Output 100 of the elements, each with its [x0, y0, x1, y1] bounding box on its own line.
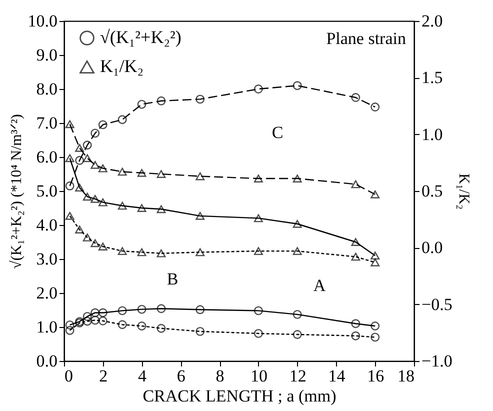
annotation: Plane strain [326, 29, 406, 48]
y-tick-label: 10.0 [28, 12, 58, 30]
point [254, 84, 263, 94]
point [351, 180, 360, 188]
y-tick-label: 3.0 [36, 250, 58, 268]
x-tick-label: 8 [216, 366, 224, 386]
y2-tick-label: 1.0 [422, 124, 443, 144]
point [196, 172, 205, 180]
x-tick-label: 12 [289, 366, 306, 386]
point [370, 102, 380, 112]
point [156, 324, 166, 333]
point [370, 332, 380, 342]
point [292, 81, 302, 90]
point [98, 308, 108, 318]
point [90, 316, 100, 325]
point [90, 160, 100, 169]
point [254, 328, 263, 338]
point [118, 247, 127, 256]
point [292, 310, 302, 319]
y2-tick-label: 1.5 [422, 68, 443, 88]
point [98, 120, 108, 130]
point [351, 252, 360, 261]
point [196, 248, 205, 256]
point [118, 306, 127, 316]
x-tick-label: 0 [64, 366, 73, 386]
point [254, 306, 263, 316]
x-tick-label: 16 [367, 366, 384, 386]
y-tick-label: 8.0 [36, 80, 58, 98]
point [137, 248, 146, 256]
point [254, 247, 263, 256]
point [90, 128, 100, 138]
point [156, 249, 166, 258]
point [118, 202, 127, 210]
x-tick-label: 4 [138, 366, 148, 386]
y2-tick-label: 0.0 [422, 238, 443, 258]
y-tick-label: 9.0 [36, 46, 58, 64]
point [90, 308, 100, 318]
annotation: A [313, 276, 326, 296]
y-tick-label: 5.0 [36, 182, 58, 200]
x-tick-label: 14 [328, 366, 346, 386]
point [156, 205, 166, 214]
x-axis-title: CRACK LENGTH ; a (mm) [142, 386, 336, 406]
point [82, 312, 92, 321]
point [98, 242, 108, 250]
y-tick-label: 7.0 [36, 114, 58, 132]
point [370, 322, 380, 330]
y-tick-label: 6.0 [36, 148, 58, 166]
y2-tick-label: 0.5 [422, 182, 443, 200]
point [351, 93, 360, 102]
legend-label: K₁/K₂ [100, 56, 144, 76]
point [75, 184, 84, 192]
point [370, 258, 380, 266]
point [98, 164, 108, 172]
x-tick-label: 18 [398, 366, 414, 386]
y2-axis-title: K₁/K₂ [455, 173, 472, 210]
annotation: C [272, 123, 284, 142]
point [351, 319, 360, 328]
point [292, 330, 302, 339]
point [137, 304, 146, 314]
point [65, 120, 74, 128]
y-axis-title: √(K₁²+K₂²) (*10⁴ N/m³ᐟ²) [8, 114, 25, 269]
point [370, 190, 380, 198]
y-tick-label: 4.0 [36, 216, 58, 234]
point [156, 96, 166, 106]
y2-tick-label: −1.0 [422, 352, 452, 370]
point [156, 304, 166, 314]
point [254, 214, 263, 222]
point [82, 192, 92, 201]
point [65, 320, 74, 330]
point [292, 247, 302, 256]
point [118, 320, 127, 330]
point [75, 144, 84, 152]
point [98, 198, 108, 206]
y-tick-label: 0.0 [36, 352, 58, 370]
point [292, 220, 302, 228]
point [90, 194, 100, 203]
point [137, 204, 146, 212]
point [90, 239, 100, 248]
point [75, 226, 84, 234]
point [118, 115, 127, 124]
point [118, 168, 127, 176]
legend-label: √(K₁²+K₂²) [100, 27, 182, 47]
point [82, 154, 92, 162]
point [82, 234, 92, 242]
point [137, 100, 146, 109]
x-tick-label: 10 [250, 366, 268, 386]
point [370, 252, 380, 260]
point [351, 238, 360, 246]
y-tick-label: 2.0 [36, 284, 58, 302]
point [82, 316, 92, 326]
y2-tick-label: 2.0 [422, 12, 443, 30]
point [65, 154, 74, 162]
point [254, 174, 263, 182]
point [75, 156, 84, 165]
point [65, 326, 74, 335]
point [65, 181, 74, 190]
point [292, 174, 302, 182]
x-tick-label: 2 [99, 366, 108, 386]
point [196, 326, 205, 336]
point [196, 94, 205, 104]
